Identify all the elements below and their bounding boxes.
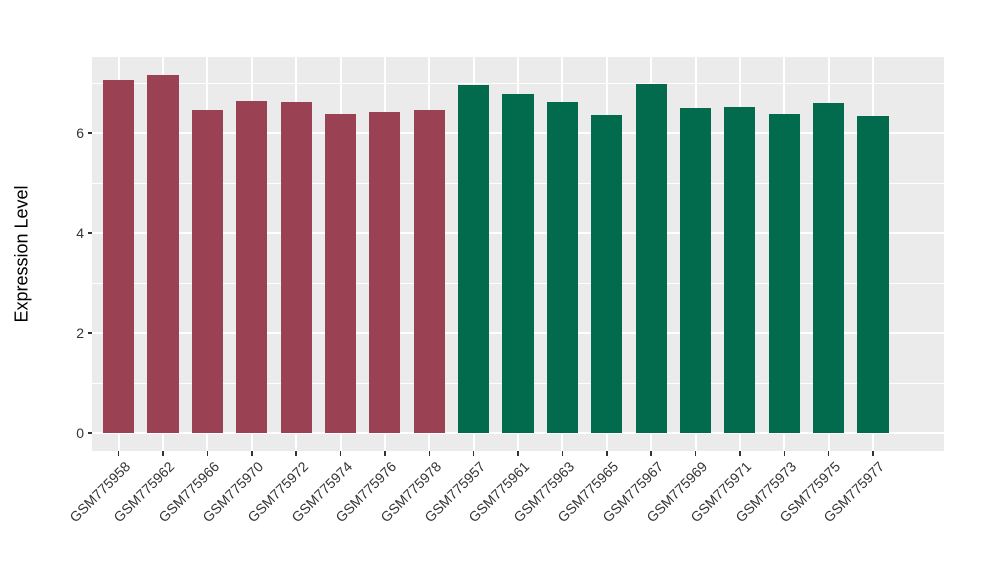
x-tick-mark	[783, 451, 785, 456]
bar-GSM775965	[591, 115, 623, 433]
y-tick-mark	[88, 132, 92, 134]
x-tick-mark	[162, 451, 164, 456]
x-tick-mark	[295, 451, 297, 456]
x-tick-mark	[206, 451, 209, 456]
y-tick-label: 4	[76, 225, 84, 241]
bar-GSM775971	[724, 106, 756, 433]
x-tick-mark	[384, 451, 386, 456]
bar-GSM775958	[103, 79, 135, 433]
x-tick-mark	[472, 451, 475, 456]
bar-GSM775970	[236, 100, 268, 433]
x-tick-mark	[694, 451, 697, 456]
x-tick-mark	[827, 451, 830, 456]
x-tick-mark	[117, 451, 120, 456]
y-tick-mark	[88, 332, 92, 334]
plot-panel	[92, 57, 944, 451]
bar-GSM775961	[502, 94, 534, 433]
x-tick-mark	[339, 451, 342, 456]
bar-GSM775963	[546, 102, 578, 433]
bar-GSM775975	[813, 102, 845, 433]
x-tick-mark	[739, 451, 741, 456]
bar-GSM775969	[679, 108, 712, 433]
bar-GSM775976	[369, 112, 401, 433]
y-tick-label: 0	[76, 425, 84, 441]
x-tick-mark	[251, 451, 253, 456]
y-tick-mark	[88, 432, 92, 434]
x-tick-mark	[872, 451, 874, 456]
y-tick-label: 2	[76, 325, 84, 341]
x-tick-mark	[561, 451, 564, 456]
bar-GSM775973	[768, 113, 800, 433]
x-tick-mark	[428, 451, 430, 456]
y-axis-title: Expression Level	[11, 185, 32, 323]
bar-GSM775957	[458, 84, 490, 433]
y-tick-mark	[88, 232, 92, 234]
x-tick-mark	[517, 451, 519, 456]
bar-GSM775974	[324, 113, 357, 433]
bar-GSM775962	[147, 75, 179, 433]
x-tick-mark	[650, 451, 652, 456]
bar-GSM775977	[857, 116, 889, 433]
x-tick-mark	[606, 451, 608, 456]
bar-GSM775972	[280, 101, 312, 433]
bar-GSM775978	[413, 109, 445, 433]
y-tick-label: 6	[76, 125, 84, 141]
bar-GSM775966	[191, 109, 223, 433]
bar-GSM775967	[635, 83, 667, 433]
